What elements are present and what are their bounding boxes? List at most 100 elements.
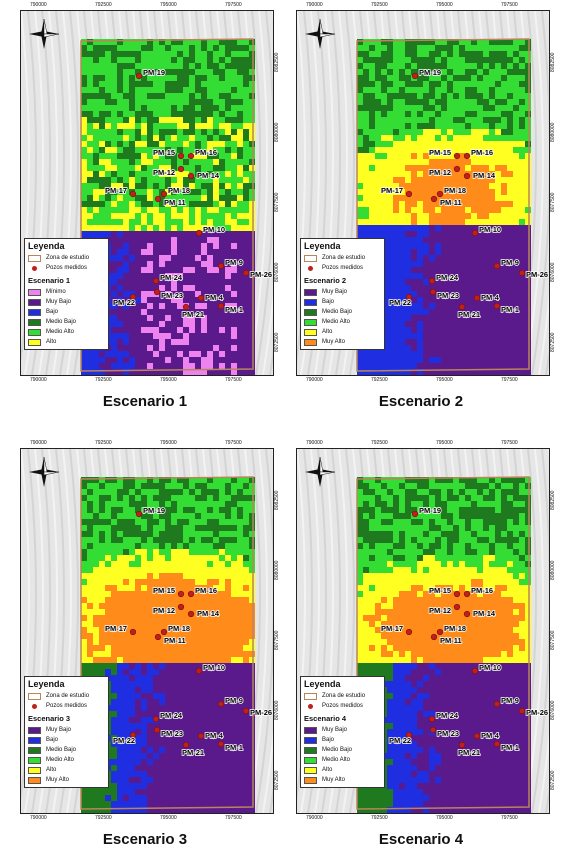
raster-cell xyxy=(93,117,99,123)
raster-cell xyxy=(225,687,231,693)
raster-cell xyxy=(405,39,411,45)
raster-cell xyxy=(405,243,411,249)
raster-cell xyxy=(501,273,507,279)
raster-cell xyxy=(153,531,159,537)
class-swatch xyxy=(304,328,317,336)
raster-cell xyxy=(519,213,525,219)
raster-cell xyxy=(183,603,189,609)
legend-class-row: Medio Alto xyxy=(28,327,105,337)
raster-cell xyxy=(129,243,135,249)
raster-cell xyxy=(483,153,489,159)
raster-cell xyxy=(153,243,159,249)
raster-cell xyxy=(243,753,249,759)
raster-cell xyxy=(387,117,393,123)
raster-cell xyxy=(237,765,243,771)
raster-cell xyxy=(117,747,123,753)
raster-cell xyxy=(99,111,105,117)
raster-cell xyxy=(219,663,225,669)
raster-cell xyxy=(525,105,531,111)
raster-cell xyxy=(129,183,135,189)
raster-cell xyxy=(117,585,123,591)
raster-cell xyxy=(99,507,105,513)
raster-cell xyxy=(453,39,459,45)
raster-cell xyxy=(207,129,213,135)
raster-cell xyxy=(201,603,207,609)
raster-cell xyxy=(81,165,87,171)
raster-cell xyxy=(87,651,93,657)
class-label: Muy Bajo xyxy=(322,289,348,295)
raster-cell xyxy=(171,321,177,327)
raster-cell xyxy=(249,639,255,645)
raster-cell xyxy=(219,705,225,711)
raster-cell xyxy=(237,363,243,369)
raster-cell xyxy=(141,621,147,627)
raster-cell xyxy=(183,639,189,645)
well-label: PM-11 xyxy=(164,198,186,207)
raster-cell xyxy=(429,105,435,111)
raster-cell xyxy=(501,147,507,153)
raster-cell xyxy=(81,357,87,363)
raster-cell xyxy=(171,723,177,729)
raster-cell xyxy=(81,141,87,147)
raster-cell xyxy=(423,273,429,279)
well-label: PM-19 xyxy=(419,68,441,77)
raster-cell xyxy=(177,45,183,51)
raster-cell xyxy=(99,183,105,189)
raster-cell xyxy=(147,603,153,609)
raster-cell xyxy=(117,729,123,735)
raster-cell xyxy=(117,87,123,93)
raster-cell xyxy=(483,243,489,249)
raster-cell xyxy=(399,177,405,183)
raster-cell xyxy=(237,681,243,687)
raster-cell xyxy=(123,669,129,675)
raster-cell xyxy=(249,111,255,117)
raster-cell xyxy=(441,273,447,279)
raster-cell xyxy=(153,477,159,483)
raster-cell xyxy=(501,39,507,45)
raster-cell xyxy=(195,171,201,177)
raster-cell xyxy=(171,231,177,237)
raster-cell xyxy=(435,297,441,303)
raster-cell xyxy=(225,321,231,327)
raster-cell xyxy=(459,141,465,147)
raster-cell xyxy=(219,201,225,207)
raster-cell xyxy=(111,219,117,225)
raster-cell xyxy=(375,183,381,189)
raster-cell xyxy=(213,741,219,747)
raster-cell xyxy=(111,171,117,177)
raster-cell xyxy=(225,51,231,57)
raster-cell xyxy=(423,279,429,285)
raster-cell xyxy=(447,81,453,87)
raster-cell xyxy=(135,501,141,507)
raster-cell xyxy=(129,741,135,747)
raster-cell xyxy=(243,207,249,213)
raster-cell xyxy=(159,603,165,609)
raster-cell xyxy=(93,357,99,363)
raster-cell xyxy=(507,363,513,369)
raster-cell xyxy=(123,45,129,51)
raster-cell xyxy=(249,195,255,201)
raster-cell xyxy=(123,705,129,711)
raster-cell xyxy=(201,555,207,561)
raster-cell xyxy=(105,213,111,219)
raster-cell xyxy=(177,597,183,603)
raster-cell xyxy=(135,603,141,609)
raster-cell xyxy=(141,633,147,639)
raster-cell xyxy=(93,141,99,147)
raster-cell xyxy=(87,591,93,597)
raster-cell xyxy=(237,135,243,141)
raster-cell xyxy=(207,165,213,171)
raster-cell xyxy=(225,483,231,489)
raster-cell xyxy=(135,81,141,87)
raster-cell xyxy=(135,345,141,351)
raster-cell xyxy=(411,117,417,123)
raster-cell xyxy=(147,45,153,51)
raster-cell xyxy=(189,363,195,369)
raster-cell xyxy=(135,285,141,291)
raster-cell xyxy=(453,327,459,333)
raster-cell xyxy=(411,315,417,321)
raster-cell xyxy=(99,219,105,225)
raster-cell xyxy=(117,663,123,669)
raster-cell xyxy=(225,723,231,729)
raster-cell xyxy=(435,255,441,261)
